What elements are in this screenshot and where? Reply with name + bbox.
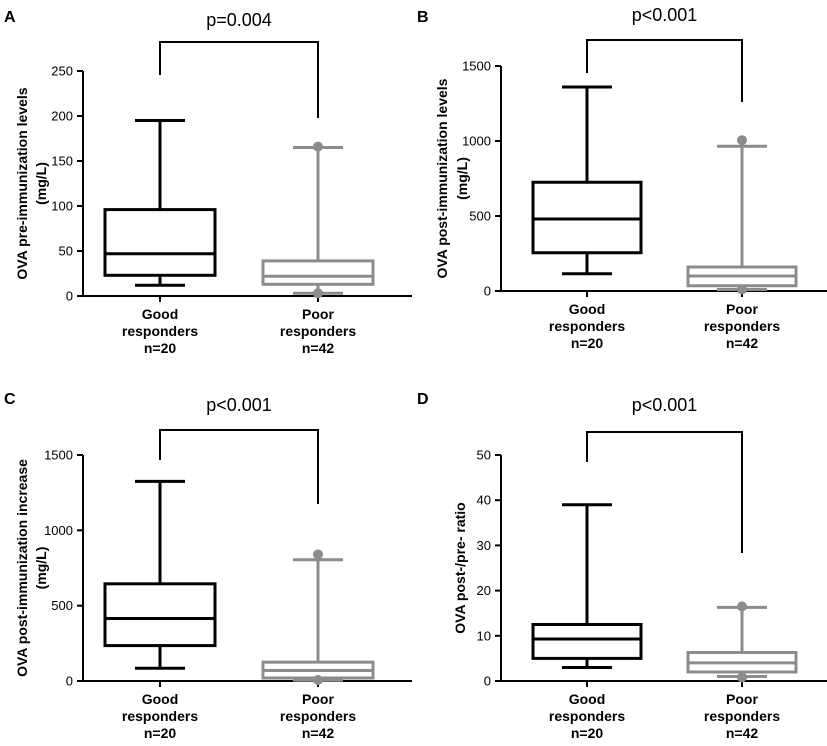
- box-good-responders: [531, 85, 643, 276]
- y-axis-unit-label: (mg/L): [454, 157, 470, 200]
- p-value-label: p<0.001: [206, 395, 272, 415]
- box-poor-responders: [686, 601, 798, 683]
- box-poor-responders: [686, 135, 798, 295]
- iqr-box: [261, 259, 375, 286]
- y-tick-label: 0: [484, 674, 491, 689]
- y-tick-label: 500: [469, 209, 491, 224]
- x-category-label: n=42: [302, 725, 335, 741]
- box-poor-responders: [261, 141, 375, 299]
- box-poor-responders: [261, 549, 375, 685]
- panel-letter: C: [4, 391, 16, 408]
- outlier-point: [737, 601, 747, 612]
- x-category-label: Poor: [302, 306, 334, 322]
- x-category-label: Good: [569, 301, 606, 317]
- x-category-label: n=20: [571, 725, 604, 741]
- x-category-label: Good: [142, 691, 179, 707]
- x-category-label: n=20: [571, 335, 604, 351]
- y-tick-label: 10: [477, 628, 491, 643]
- iqr-box: [531, 623, 643, 660]
- y-axis-label: OVA post-/pre- ratio: [452, 502, 468, 633]
- p-value-label: p<0.001: [632, 395, 698, 415]
- x-category-label: n=42: [726, 335, 759, 351]
- y-tick-label: 0: [66, 674, 73, 689]
- outlier-point: [737, 672, 747, 683]
- y-axis-label: OVA post-immunization increase: [14, 459, 30, 677]
- outlier-point: [313, 141, 323, 152]
- y-axis-unit-label: (mg/L): [33, 547, 49, 590]
- x-category-label: Good: [569, 691, 606, 707]
- y-axis-label: OVA post-immunization levels: [434, 78, 450, 278]
- y-tick-label: 250: [51, 64, 73, 79]
- outlier-point: [737, 284, 747, 295]
- panel-letter: D: [417, 391, 429, 408]
- significance-bracket: [586, 39, 743, 102]
- p-value-label: p<0.001: [632, 5, 698, 25]
- outlier-point: [737, 135, 747, 146]
- y-tick-label: 200: [51, 109, 73, 124]
- x-category-label: responders: [704, 318, 780, 334]
- x-category-label: responders: [704, 708, 780, 724]
- y-tick-label: 50: [59, 244, 73, 259]
- y-tick-label: 1500: [462, 59, 491, 74]
- significance-bracket: [586, 431, 743, 553]
- x-category-label: Poor: [726, 301, 758, 317]
- x-category-label: n=42: [302, 340, 335, 356]
- y-tick-label: 1500: [44, 448, 73, 463]
- y-tick-label: 30: [477, 538, 491, 553]
- significance-bracket: [159, 429, 319, 504]
- box-good-responders: [531, 503, 643, 669]
- x-category-label: n=20: [144, 340, 177, 356]
- y-tick-label: 0: [484, 284, 491, 299]
- panel-letter: B: [417, 9, 429, 26]
- p-value-label: p=0.004: [206, 10, 272, 30]
- iqr-box: [103, 582, 217, 648]
- outlier-point: [313, 549, 323, 560]
- y-tick-label: 40: [477, 493, 491, 508]
- y-axis-unit-label: (mg/L): [33, 162, 49, 205]
- panel-d: D 0 10 20 30 40 50 OVA post-/pre- ratio p<0.001 G…: [417, 391, 827, 741]
- x-category-label: responders: [549, 708, 625, 724]
- x-category-label: responders: [280, 323, 356, 339]
- box-good-responders: [103, 479, 217, 670]
- y-axis-label: OVA pre-immunization levels: [14, 87, 30, 279]
- panel-letter: A: [4, 9, 16, 26]
- y-tick-label: 100: [51, 199, 73, 214]
- y-tick-label: 0: [66, 289, 73, 304]
- panel-b: B 0 500 1000 1500 OVA post-immunization level…: [417, 5, 827, 351]
- x-category-label: n=20: [144, 725, 177, 741]
- panel-c: C 0 500 1000 1500 OVA post-immunization incre…: [4, 391, 412, 741]
- x-category-label: responders: [122, 708, 198, 724]
- x-category-label: responders: [549, 318, 625, 334]
- y-tick-label: 50: [477, 448, 491, 463]
- y-tick-label: 1000: [44, 523, 73, 538]
- outlier-point: [313, 675, 323, 685]
- x-category-label: responders: [280, 708, 356, 724]
- iqr-box: [103, 208, 217, 277]
- y-tick-label: 1000: [462, 134, 491, 149]
- x-category-label: Poor: [726, 691, 758, 707]
- y-tick-label: 150: [51, 154, 73, 169]
- outlier-point: [313, 288, 323, 299]
- x-category-label: responders: [122, 323, 198, 339]
- panel-a: A 0 50 100 150 200 250 OVA pre-immunization lev…: [4, 9, 412, 356]
- y-tick-label: 20: [477, 583, 491, 598]
- x-category-label: n=42: [726, 725, 759, 741]
- y-tick-label: 500: [51, 598, 73, 613]
- x-category-label: Good: [142, 306, 179, 322]
- x-category-label: Poor: [302, 691, 334, 707]
- significance-bracket: [159, 41, 319, 118]
- box-good-responders: [103, 119, 217, 287]
